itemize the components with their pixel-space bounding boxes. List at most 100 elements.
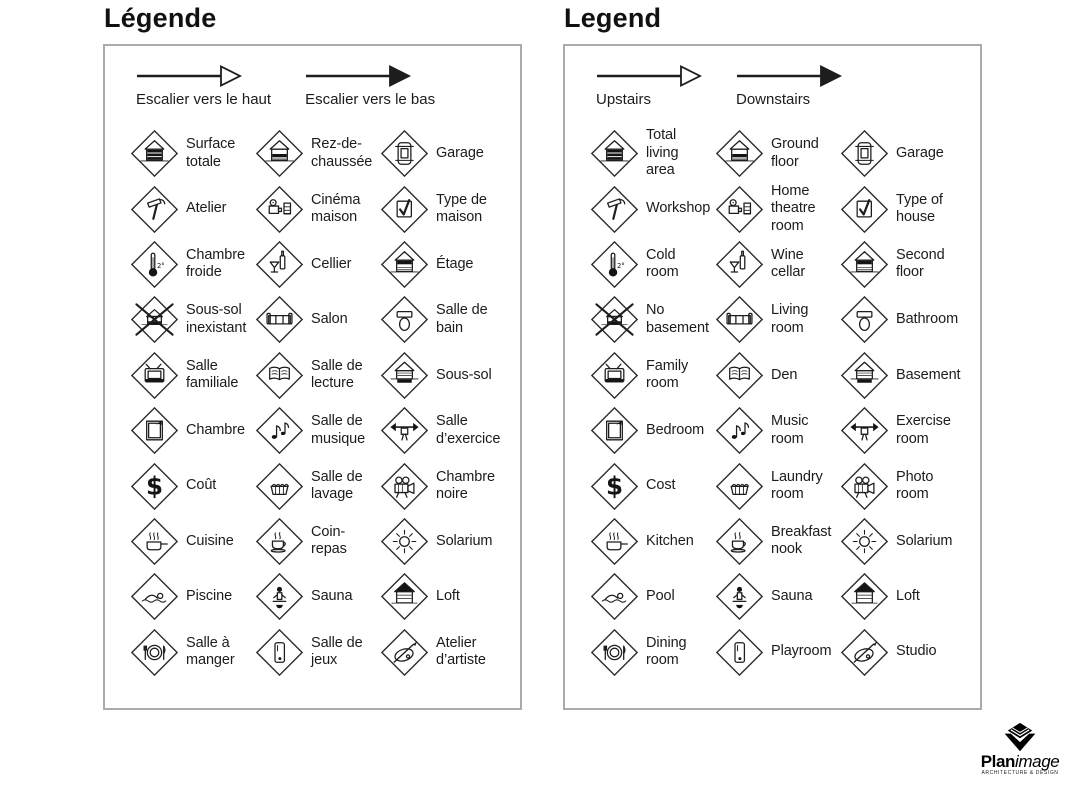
legend-item: Wine cellar [715, 237, 841, 292]
laundry-room-icon [255, 462, 304, 510]
legend-item-label: Salle d’exercice [436, 413, 501, 447]
legend-item-label: Rez-de- chaussée [311, 136, 373, 170]
legend-item-label: Salle à manger [186, 634, 235, 669]
downstairs-arrow-group: Downstairs [736, 64, 842, 116]
legend-item: Salle de jeux [255, 625, 381, 680]
legend-item: Dining room [590, 625, 716, 680]
legend-item: Type of house [840, 181, 980, 236]
cost-icon: $ [590, 462, 639, 510]
legend-item-label: Pool [646, 588, 675, 605]
type-of-house-icon [840, 185, 889, 233]
legend-item-label: Salle de jeux [311, 634, 363, 669]
legend-item-label: Photo room [896, 468, 934, 503]
arrow-label: Escalier vers le bas [305, 91, 436, 108]
legend-panel-english: Legend Upstairs Downstairs Total living … [563, 3, 982, 710]
filled-arrow-icon [305, 64, 435, 91]
basement-icon [380, 351, 429, 399]
legend-item: Loft [840, 569, 980, 624]
legend-item-label: Cinéma maison [311, 191, 361, 226]
svg-text:2°: 2° [617, 262, 625, 270]
legend-item-label: Piscine [186, 588, 233, 605]
den-icon [715, 351, 764, 399]
legend-item-label: Workshop [646, 200, 711, 217]
workshop-icon [130, 185, 179, 233]
legend-item: Surface totale [130, 126, 256, 181]
outline-arrow-icon [136, 64, 271, 91]
legend-item: Coin- repas [255, 514, 381, 569]
legend-item: Chambre noire [380, 458, 520, 513]
legend-item-label: Salle de lavage [311, 468, 363, 503]
legend-item: Sauna [255, 569, 381, 624]
legend-item-label: Cost [646, 477, 676, 494]
legend-item: Sous-sol [380, 348, 520, 403]
legend-item-label: Salle de bain [436, 302, 488, 336]
second-floor-icon [840, 240, 889, 289]
legend-item-label: Solarium [436, 532, 493, 549]
second-floor-icon [380, 240, 429, 289]
legend-item-label: Atelier [186, 200, 227, 217]
bathroom-icon [380, 296, 429, 344]
legend-item: Loft [380, 569, 520, 624]
playroom-icon [255, 628, 304, 676]
no-basement-icon [130, 296, 179, 344]
studio-icon [840, 628, 889, 676]
legend-item-label: Cuisine [186, 532, 234, 549]
legend-item: Basement [840, 348, 980, 403]
legend-item-label: Basement [896, 366, 961, 383]
legend-item-label: Living room [771, 302, 809, 336]
legend-item: Den [715, 348, 841, 403]
legend-item: Piscine [130, 569, 256, 624]
planimage-logo: Planimage ARCHITECTURE & DESIGN [968, 722, 1072, 776]
bedroom-icon [590, 407, 639, 455]
dining-room-icon [590, 628, 639, 676]
legend-item-label: Studio [896, 643, 937, 660]
legend-item: Atelier [130, 181, 256, 236]
legend-item: 2° Chambre froide [130, 237, 256, 292]
upstairs-arrow-group: Upstairs [596, 64, 702, 116]
legend-item-label: Cold room [646, 246, 679, 281]
wine-cellar-icon [255, 240, 304, 289]
cold-room-icon: 2° [590, 240, 639, 289]
legend-item-label: Playroom [771, 643, 832, 660]
exercise-room-icon [380, 407, 429, 455]
logo-tagline: ARCHITECTURE & DESIGN [981, 770, 1059, 776]
logo-brand-bold: Plan [980, 752, 1016, 771]
total-area-icon [590, 130, 639, 178]
bathroom-icon [840, 296, 889, 344]
legend-item: Photo room [840, 458, 980, 513]
workshop-icon [590, 185, 639, 233]
legend-item-label: Laundry room [771, 468, 823, 503]
legend-item: Breakfast nook [715, 514, 841, 569]
legend-item-label: Kitchen [646, 532, 694, 549]
legend-item-label: Music room [771, 413, 809, 447]
planimage-wordmark: Planimage [968, 752, 1072, 771]
stair-arrows-row: Upstairs Downstairs [596, 64, 980, 116]
legend-item: Salle d’exercice [380, 403, 520, 458]
legend-item: Cuisine [130, 514, 256, 569]
legend-panel-box: Upstairs Downstairs Total living area Gr… [563, 44, 982, 710]
legend-panel-box: Escalier vers le haut Escalier vers le b… [103, 44, 522, 710]
legend-item: $ Coût [130, 458, 256, 513]
cold-room-icon: 2° [130, 240, 179, 289]
legend-item: Salle familiale [130, 348, 256, 403]
legend-item: Étage [380, 237, 520, 292]
legend-item-label: Total living area [646, 127, 679, 179]
legend-item: Salle de bain [380, 292, 520, 347]
legend-item-label: Ground floor [771, 136, 819, 170]
exercise-room-icon [840, 407, 889, 455]
downstairs-arrow-group: Escalier vers le bas [305, 64, 435, 116]
panel-title: Légende [104, 3, 217, 33]
legend-item-label: Home theatre room [771, 182, 816, 234]
legend-item-label: Bathroom [896, 311, 959, 328]
loft-icon [840, 573, 889, 621]
legend-item: Sous-sol inexistant [130, 292, 256, 347]
home-theatre-icon [715, 185, 764, 233]
living-room-icon [255, 296, 304, 344]
legend-item: Solarium [380, 514, 520, 569]
legend-item: Living room [715, 292, 841, 347]
legend-item: Playroom [715, 625, 841, 680]
legend-item-label: No basement [646, 302, 709, 336]
basement-icon [840, 351, 889, 399]
ground-floor-icon [715, 130, 764, 178]
legend-item: Solarium [840, 514, 980, 569]
